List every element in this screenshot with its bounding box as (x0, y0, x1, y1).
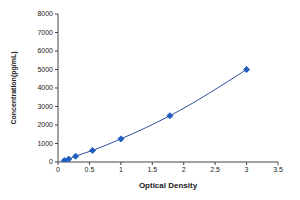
svg-text:Concentration(pg/mL): Concentration(pg/mL) (10, 51, 18, 124)
svg-text:1.5: 1.5 (147, 166, 157, 173)
svg-text:0.5: 0.5 (85, 166, 95, 173)
svg-text:0: 0 (56, 166, 60, 173)
svg-text:7000: 7000 (37, 29, 53, 36)
svg-text:3000: 3000 (37, 103, 53, 110)
svg-text:8000: 8000 (37, 10, 53, 17)
svg-text:6000: 6000 (37, 47, 53, 54)
svg-text:5000: 5000 (37, 66, 53, 73)
svg-text:Optical Density: Optical Density (139, 181, 198, 190)
svg-text:0: 0 (49, 158, 53, 165)
svg-text:3: 3 (245, 166, 249, 173)
svg-text:4000: 4000 (37, 84, 53, 91)
svg-text:1000: 1000 (37, 140, 53, 147)
svg-text:1: 1 (119, 166, 123, 173)
svg-text:2: 2 (182, 166, 186, 173)
svg-text:3.5: 3.5 (273, 166, 283, 173)
svg-text:2000: 2000 (37, 121, 53, 128)
svg-text:2.5: 2.5 (210, 166, 220, 173)
